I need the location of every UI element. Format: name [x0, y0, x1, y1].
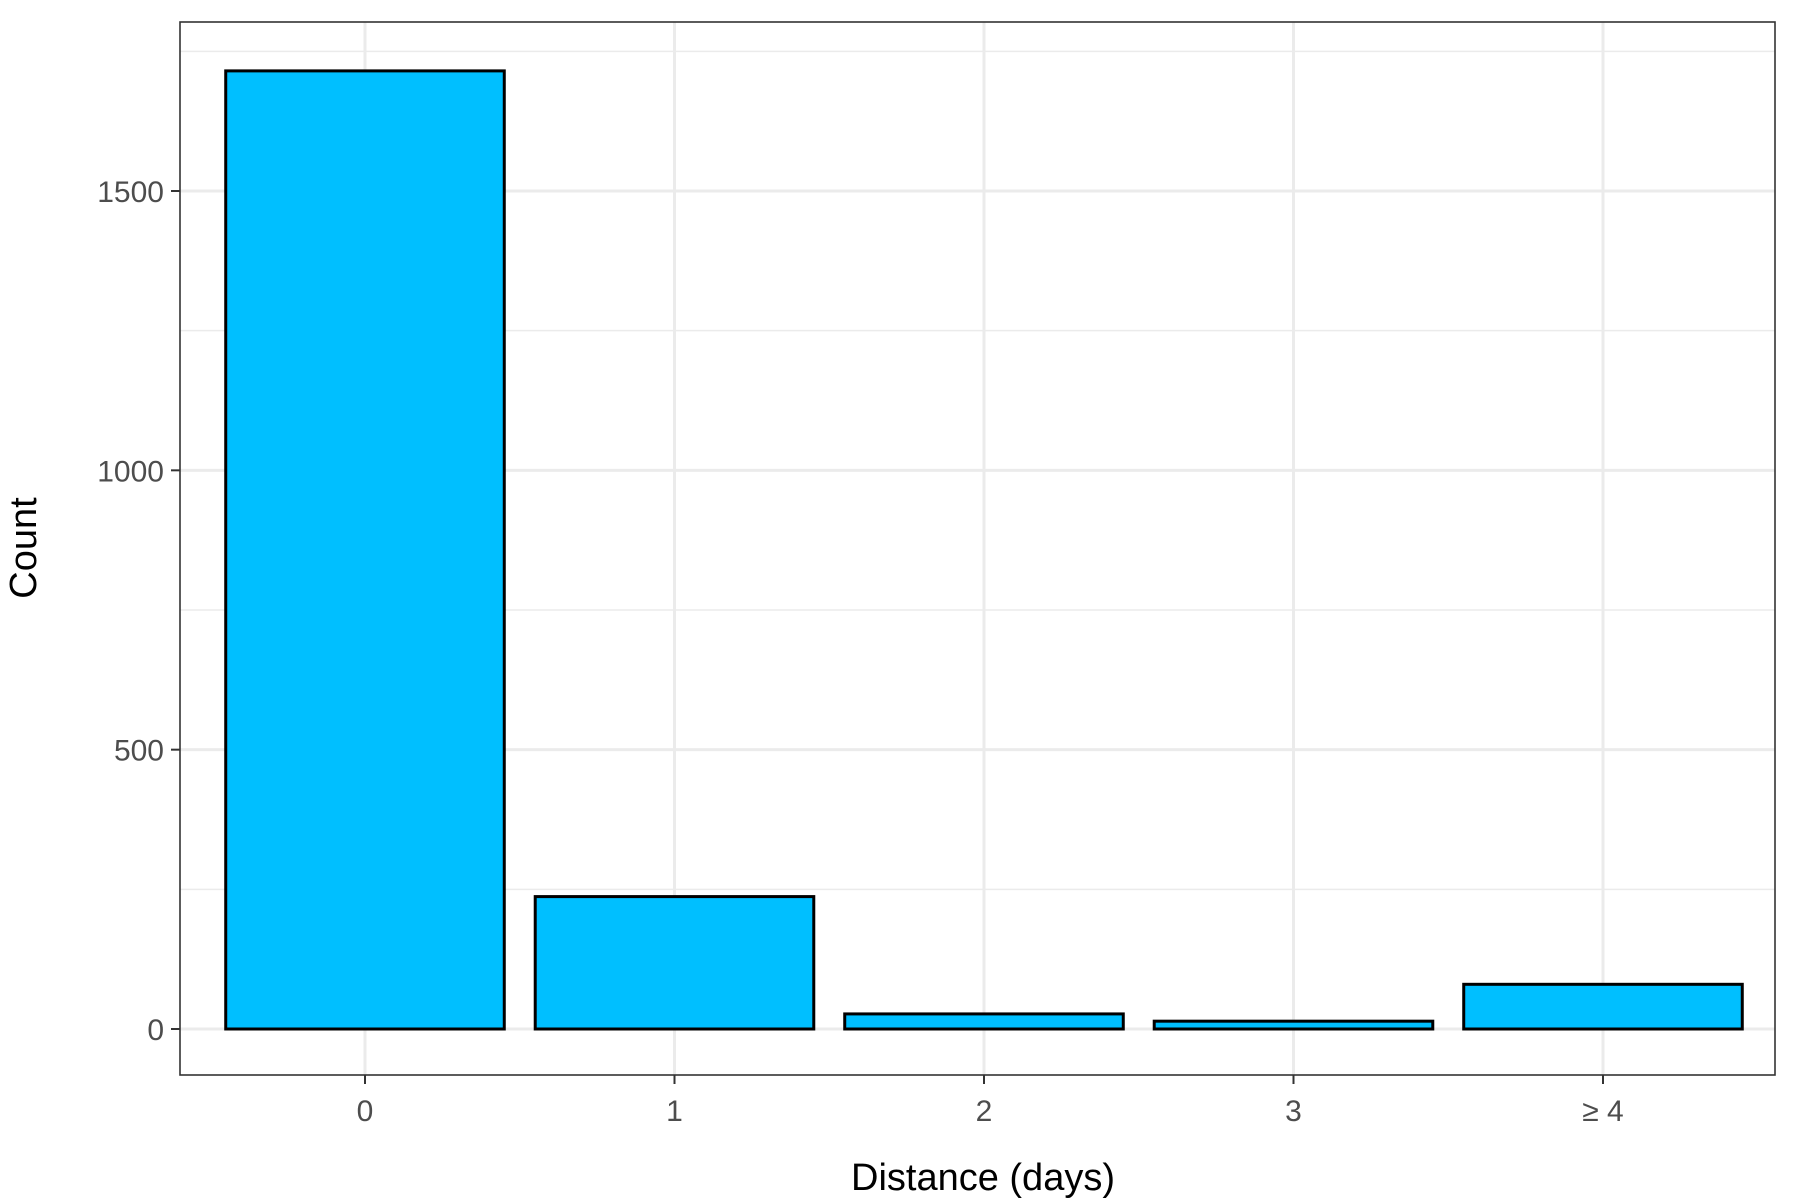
y-axis-title: Count — [3, 497, 45, 599]
bar-3 — [1152, 1019, 1435, 1031]
y-tick-label: 0 — [147, 1014, 164, 1047]
panel-border — [179, 21, 1776, 1076]
x-axis-title: Distance (days) — [851, 1157, 1115, 1199]
x-axis: 0 1 2 3 ≥ 4 — [357, 1075, 1624, 1128]
y-axis: 0 500 1000 1500 — [97, 176, 180, 1047]
y-tick-label: 1500 — [97, 176, 164, 209]
x-tick-label: 2 — [976, 1095, 993, 1128]
bar-0 — [224, 69, 506, 1031]
x-tick-label: 3 — [1285, 1095, 1302, 1128]
y-tick-label: 500 — [114, 735, 164, 768]
x-tick-label: 1 — [666, 1095, 683, 1128]
x-tick-label: ≥ 4 — [1582, 1095, 1623, 1128]
bar-1 — [533, 895, 816, 1031]
bars — [224, 69, 1744, 1031]
bar-2 — [843, 1012, 1125, 1031]
bar-4 — [1462, 982, 1744, 1031]
y-tick-label: 1000 — [97, 455, 164, 488]
x-tick-label: 0 — [357, 1095, 374, 1128]
